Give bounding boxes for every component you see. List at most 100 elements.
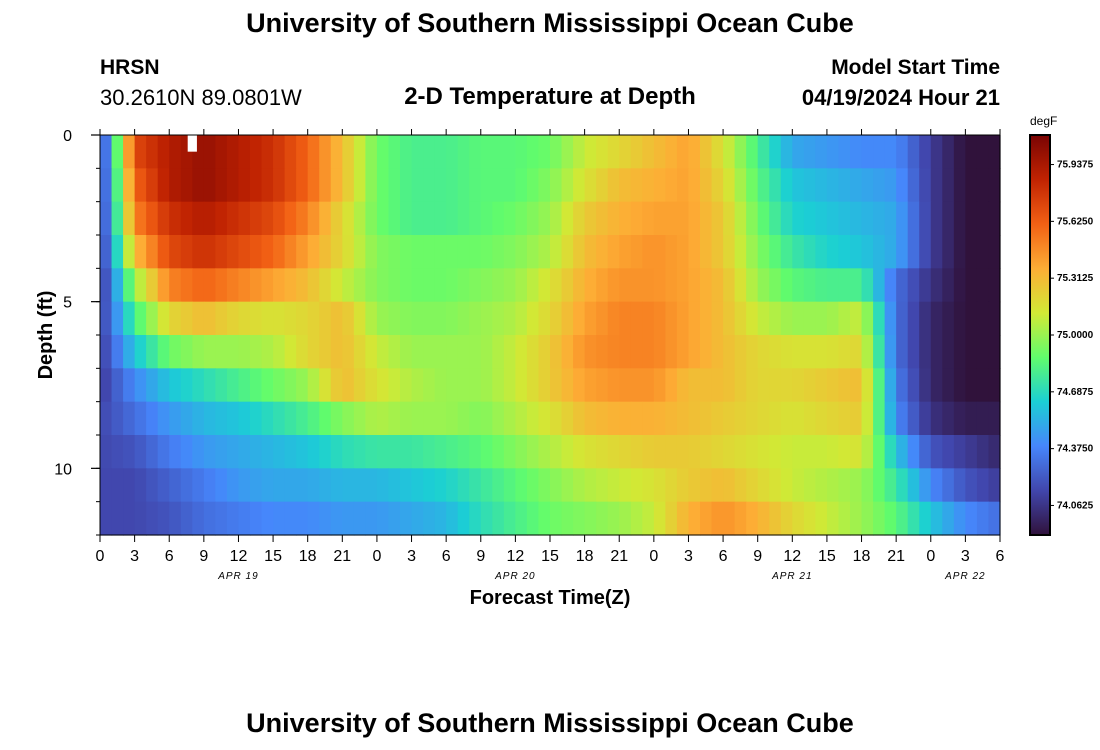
heatmap-cell — [584, 468, 597, 503]
heatmap-cell — [550, 168, 563, 203]
heatmap-cell — [838, 401, 851, 436]
colorbar — [1029, 134, 1051, 536]
heatmap-cell — [653, 235, 666, 269]
heatmap-cell — [884, 135, 897, 169]
heatmap-cell — [400, 335, 413, 369]
heatmap-cell — [757, 168, 770, 203]
heatmap-cell — [215, 401, 228, 436]
heatmap-cell — [803, 435, 816, 469]
heatmap-cell — [734, 401, 747, 436]
heatmap-cell — [111, 501, 124, 536]
heatmap-cell — [446, 368, 459, 403]
heatmap-cell — [584, 168, 597, 203]
heatmap-cell — [400, 468, 413, 503]
heatmap-cell — [757, 468, 770, 503]
heatmap-cell — [388, 401, 401, 436]
heatmap-cell — [365, 135, 378, 169]
heatmap-cell — [976, 201, 990, 236]
heatmap-cell — [457, 401, 470, 436]
heatmap-cell — [215, 268, 228, 303]
heatmap-cell — [492, 268, 505, 303]
heatmap-cell — [642, 368, 655, 403]
heatmap-cell — [688, 435, 701, 469]
heatmap-cell — [192, 368, 205, 403]
heatmap-cell — [503, 135, 516, 169]
heatmap-cell — [965, 201, 978, 236]
heatmap-cell — [884, 235, 897, 269]
heatmap-cell — [423, 335, 436, 369]
heatmap-cell — [411, 335, 424, 369]
heatmap-cell — [953, 468, 966, 503]
heatmap-cell — [780, 468, 793, 503]
heatmap-cell — [573, 435, 586, 469]
heatmap-cell — [930, 201, 943, 236]
heatmap-cell — [192, 468, 205, 503]
heatmap-cell — [515, 401, 528, 436]
heatmap-cell — [700, 335, 713, 369]
heatmap-cell — [457, 201, 470, 236]
model-start-label: Model Start Time — [831, 56, 1000, 79]
heatmap-cell — [169, 235, 182, 269]
heatmap-cell — [388, 335, 401, 369]
heatmap-cell — [630, 168, 643, 203]
colorbar-unit: degF — [1030, 114, 1057, 128]
heatmap-cell — [250, 235, 263, 269]
heatmap-cell — [653, 168, 666, 203]
heatmap-cell — [965, 168, 978, 203]
heatmap-cell — [261, 401, 274, 436]
heatmap-cell — [296, 435, 309, 469]
colorbar-label: 74.6875 — [1057, 387, 1094, 398]
heatmap-cell — [261, 301, 274, 336]
heatmap-cell — [550, 235, 563, 269]
heatmap-cell — [550, 435, 563, 469]
heatmap-cell — [988, 235, 1001, 269]
heatmap-cell — [919, 168, 932, 203]
x-date-label: APR 22 — [944, 571, 985, 582]
heatmap-cell — [769, 301, 782, 336]
heatmap-cell — [111, 368, 124, 403]
heatmap-cell — [769, 435, 782, 469]
heatmap-cell — [976, 301, 990, 336]
heatmap-cell — [423, 201, 436, 236]
heatmap-cell — [723, 268, 736, 303]
heatmap-cell — [676, 468, 690, 503]
heatmap-cell — [180, 335, 193, 369]
heatmap-cell — [561, 235, 574, 269]
heatmap-cell — [550, 268, 563, 303]
heatmap-cell — [100, 435, 113, 469]
x-tick-label: 9 — [476, 548, 485, 565]
heatmap-cell — [734, 468, 747, 503]
heatmap-cell — [873, 401, 886, 436]
heatmap-cell — [365, 468, 378, 503]
x-date-label: APR 20 — [494, 571, 535, 582]
heatmap-cell — [780, 201, 793, 236]
heatmap-cell — [700, 301, 713, 336]
heatmap-cell — [688, 135, 701, 169]
heatmap-cell — [596, 135, 609, 169]
heatmap-cell — [261, 135, 274, 169]
heatmap-cell — [596, 368, 609, 403]
heatmap-cell — [469, 335, 482, 369]
heatmap-cell — [423, 268, 436, 303]
heatmap-cell — [780, 135, 793, 169]
heatmap-cell — [353, 468, 366, 503]
heatmap-cell — [157, 235, 170, 269]
heatmap-cell — [815, 368, 828, 403]
heatmap-cell — [457, 135, 470, 169]
heatmap-cell — [596, 168, 609, 203]
heatmap-cell — [123, 401, 136, 436]
heatmap-cell — [296, 168, 309, 203]
heatmap-cell — [561, 435, 574, 469]
heatmap-cell — [515, 501, 528, 536]
heatmap-cell — [896, 168, 909, 203]
heatmap-cell — [873, 168, 886, 203]
heatmap-cell — [376, 268, 390, 303]
heatmap-cell — [573, 335, 586, 369]
heatmap-cell — [469, 135, 482, 169]
heatmap-cell — [976, 135, 990, 169]
heatmap-cell — [850, 435, 863, 469]
x-tick-label: 21 — [887, 548, 905, 565]
heatmap-cell — [480, 168, 493, 203]
heatmap-cell — [526, 335, 540, 369]
heatmap-cell — [330, 301, 343, 336]
